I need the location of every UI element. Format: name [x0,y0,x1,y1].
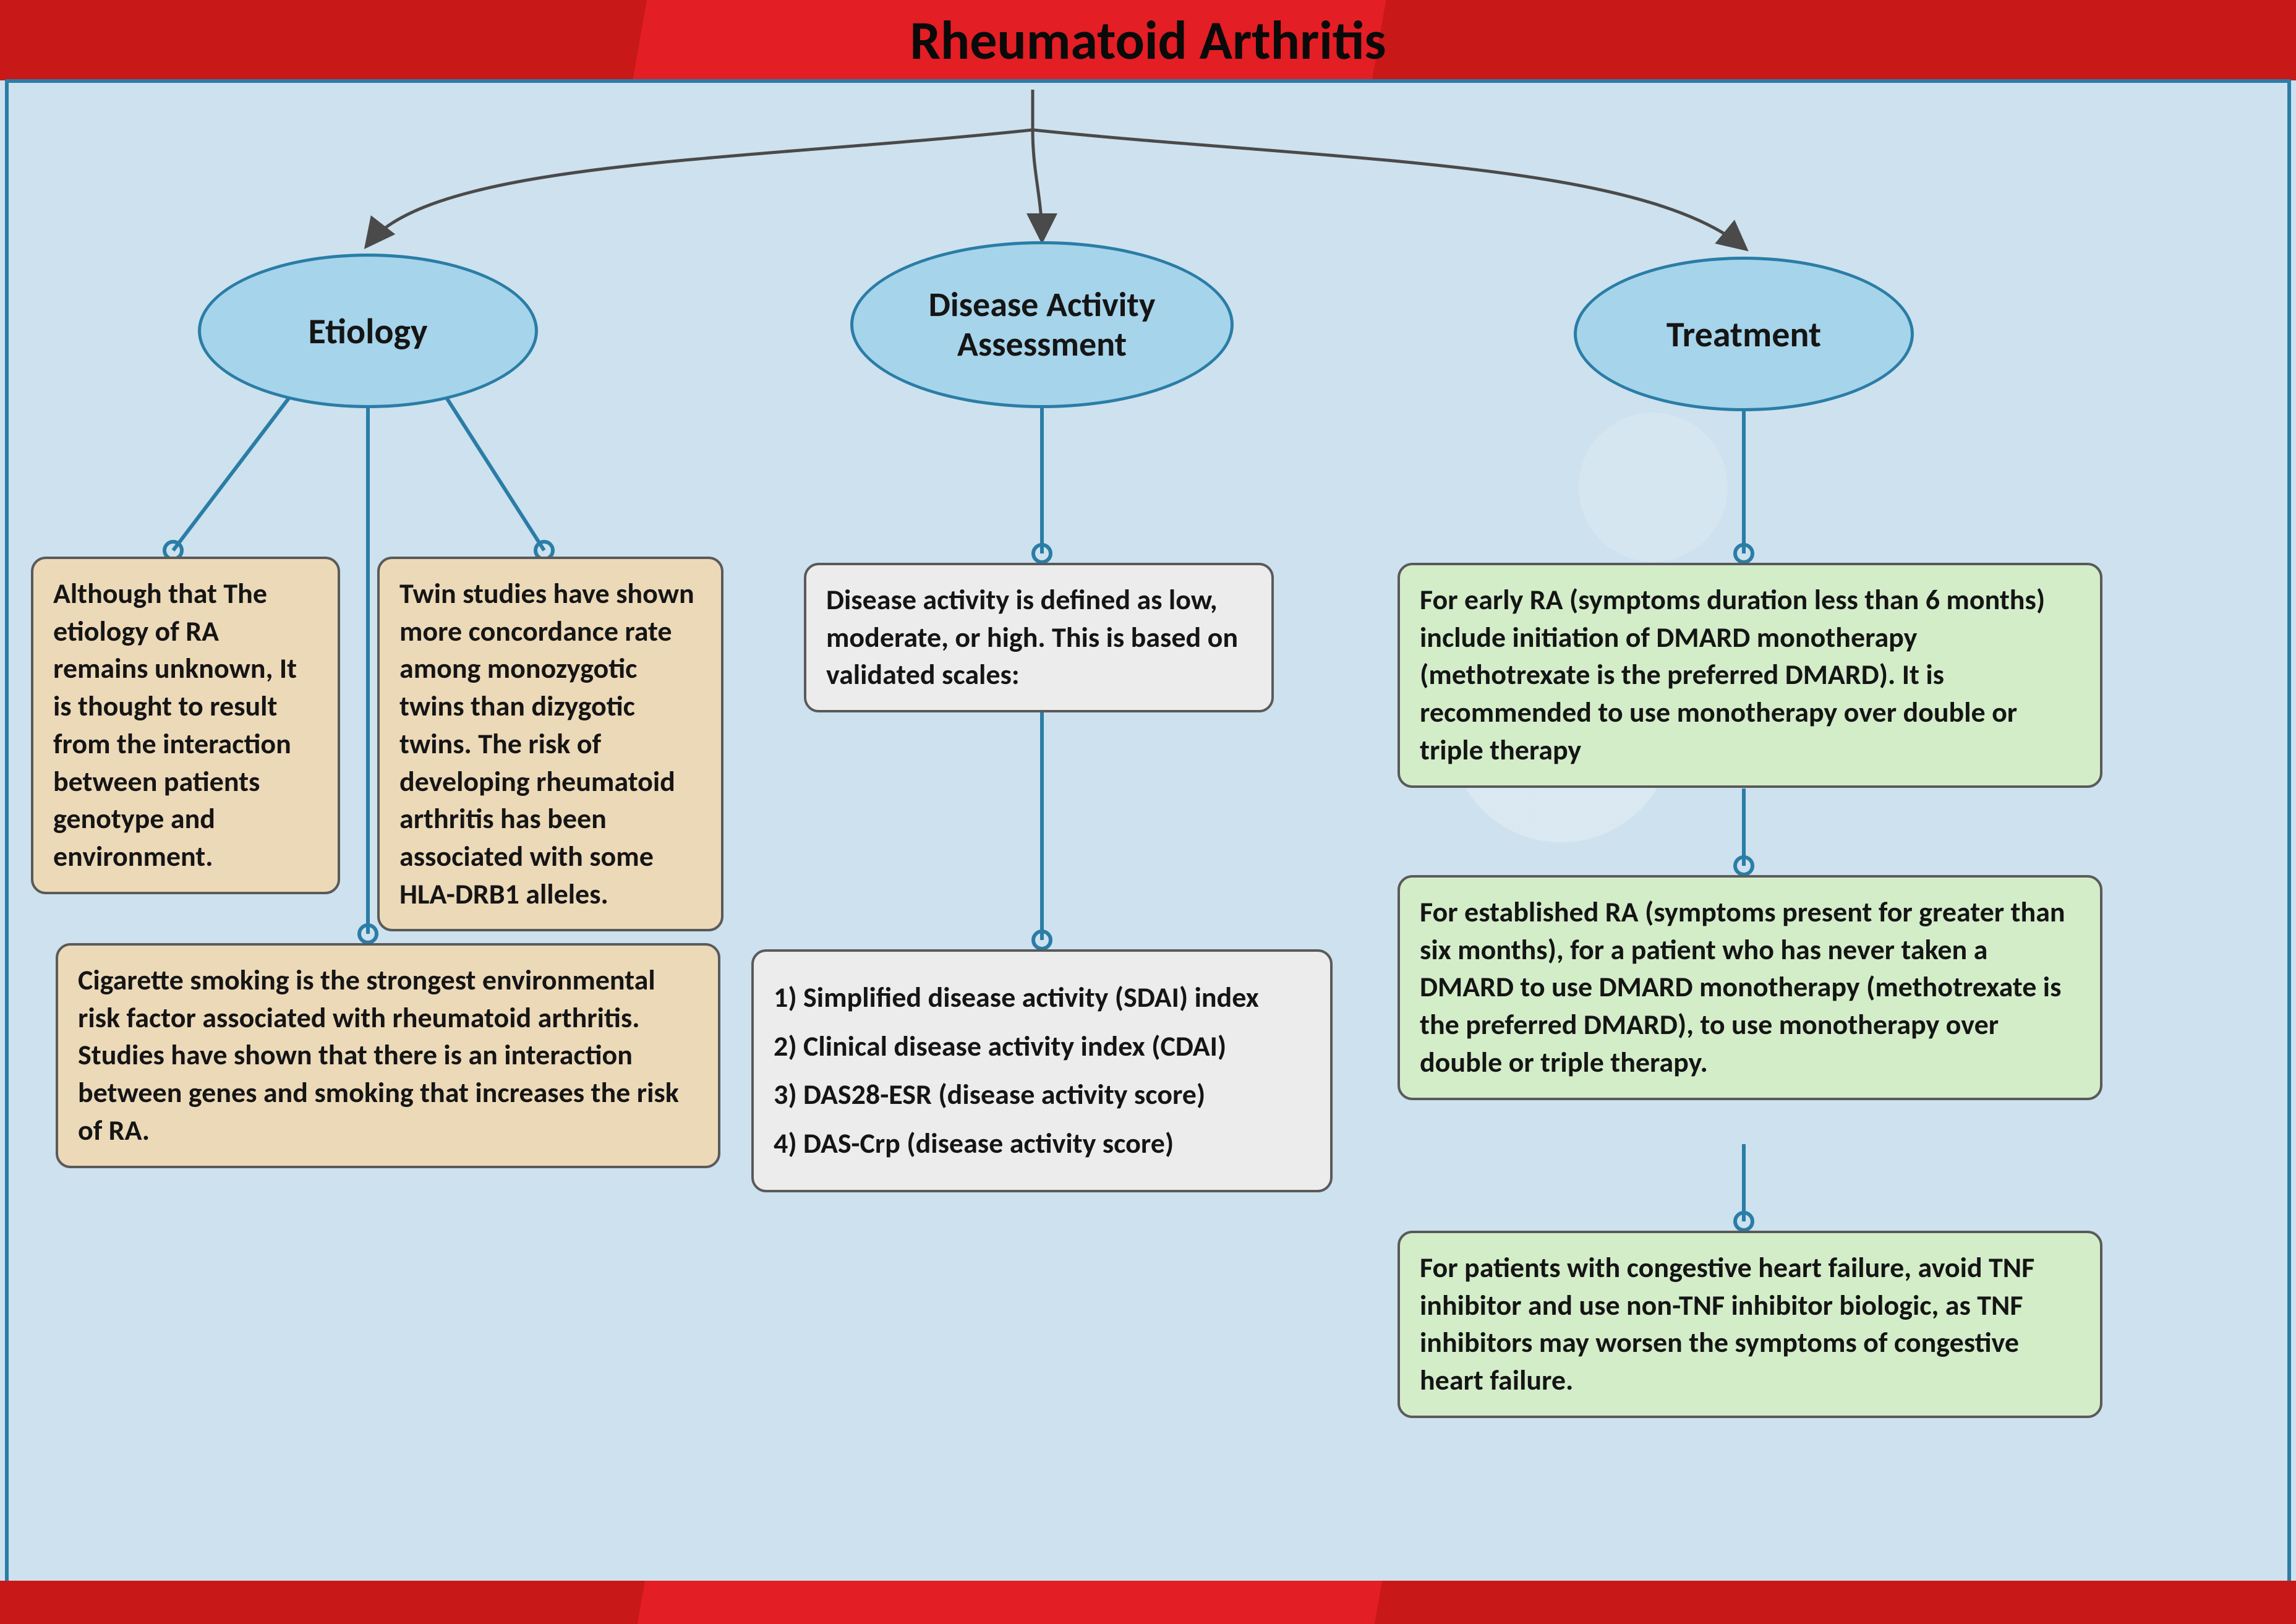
box-assessment-2: 1) Simplified disease activity (SDAI) in… [751,949,1333,1192]
node-assessment-label: Disease Activity Assessment [866,285,1218,365]
node-etiology: Etiology [198,254,538,408]
scale-item-4: 4) DAS-Crp (disease activity score) [774,1125,1310,1163]
scale-item-3: 3) DAS28-ESR (disease activity score) [774,1076,1310,1114]
box-treatment-2: For established RA (symptoms present for… [1398,875,2102,1100]
box-assessment-1-text: Disease activity is defined as low, mode… [826,583,1238,692]
box-etiology-3-text: Cigarette smoking is the strongest envir… [78,963,679,1148]
box-etiology-3: Cigarette smoking is the strongest envir… [56,943,720,1168]
scale-item-2: 2) Clinical disease activity index (CDAI… [774,1028,1310,1066]
box-treatment-1-text: For early RA (symptoms duration less tha… [1420,583,2045,767]
box-etiology-1-text: Although that The etiology of RA remains… [53,576,297,874]
box-assessment-1: Disease activity is defined as low, mode… [804,563,1274,712]
box-treatment-3-text: For patients with congestive heart failu… [1420,1250,2034,1398]
node-treatment: Treatment [1574,257,1914,411]
footer-banner [0,1581,2296,1624]
box-treatment-3: For patients with congestive heart failu… [1398,1231,2102,1418]
box-treatment-1: For early RA (symptoms duration less tha… [1398,563,2102,788]
node-treatment-label: Treatment [1667,312,1821,356]
title-banner: Rheumatoid Arthritis [0,0,2296,80]
page-title: Rheumatoid Arthritis [910,7,1386,74]
box-etiology-1: Although that The etiology of RA remains… [31,557,340,894]
box-etiology-2-text: Twin studies have shown more concordance… [399,576,694,912]
scale-item-1: 1) Simplified disease activity (SDAI) in… [774,979,1310,1017]
box-treatment-2-text: For established RA (symptoms present for… [1420,895,2065,1080]
node-etiology-label: Etiology [309,309,428,353]
box-etiology-2: Twin studies have shown more concordance… [377,557,723,931]
node-assessment: Disease Activity Assessment [850,241,1234,408]
